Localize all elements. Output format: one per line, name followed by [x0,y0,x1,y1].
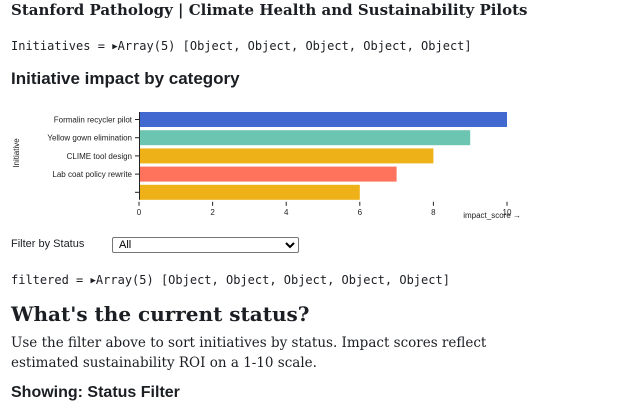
x-tick-label: 0 [137,208,142,217]
status-heading: What's the current status? [11,302,310,326]
equals-sign: = [76,273,84,287]
page-title: Stanford Pathology | Climate Health and … [11,1,528,19]
bar [139,130,471,146]
status-filter-select[interactable]: All [112,237,299,253]
variable-name: filtered [11,273,69,287]
impact-bar-chart: Initiative impact_score → Formalin recyc… [12,112,521,220]
status-description: Use the filter above to sort initiatives… [11,335,487,371]
bar [139,166,397,182]
bar [139,112,507,127]
x-tick-label: 10 [503,208,512,217]
x-tick-label: 8 [431,208,436,217]
y-axis-label: Initiative [12,138,21,168]
y-tick-label: Formalin recycler pilot [54,116,133,125]
filter-label: Filter by Status [11,238,85,250]
x-tick-label: 2 [210,208,215,217]
filtered-inspector[interactable]: filtered = ▶Array(5) [Object, Object, Ob… [11,273,450,287]
y-tick-label: CLIME tool design [67,152,132,161]
expand-caret-icon[interactable]: ▶ [112,42,118,52]
initiatives-inspector[interactable]: Initiatives = ▶Array(5) [Object, Object,… [11,39,472,53]
bar [139,184,360,200]
showing-heading: Showing: Status Filter [11,384,180,401]
bar [139,148,434,164]
variable-name: Initiatives [11,39,91,53]
chart-heading: Initiative impact by category [11,69,240,88]
y-tick-label: Yellow gown elimination [47,134,132,143]
array-summary[interactable]: Array(5) [Object, Object, Object, Object… [95,273,450,287]
array-summary[interactable]: Array(5) [Object, Object, Object, Object… [117,39,472,53]
equals-sign: = [97,39,105,53]
x-axis-label: impact_score → [463,211,521,220]
x-tick-label: 6 [358,208,363,217]
expand-caret-icon[interactable]: ▶ [90,276,96,286]
y-tick-label: Lab coat policy rewrite [52,170,132,179]
x-tick-label: 4 [284,208,289,217]
